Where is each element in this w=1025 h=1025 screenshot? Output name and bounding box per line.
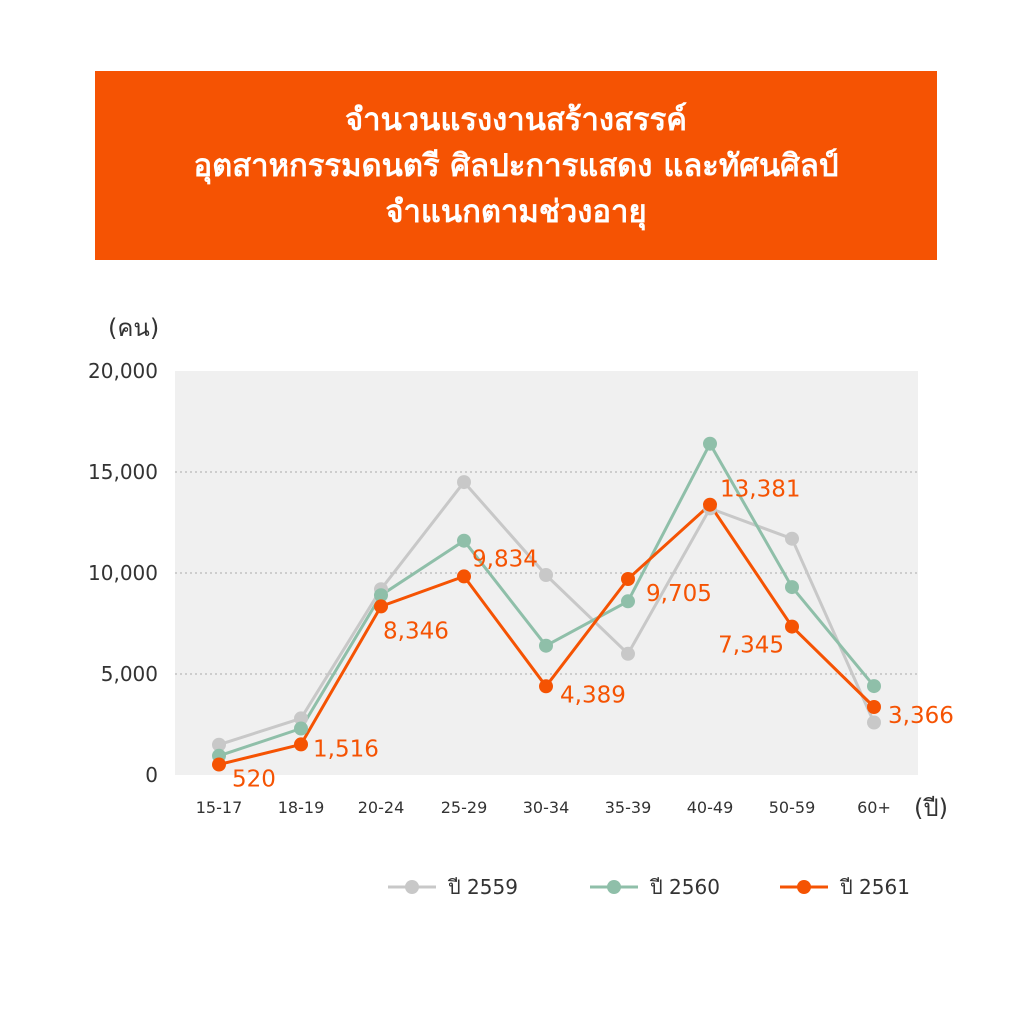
series-2560-point <box>703 436 717 451</box>
data-label: 7,345 <box>718 633 784 659</box>
series-2561-point <box>703 497 717 512</box>
legend-marker-2559 <box>388 880 436 894</box>
y-tick-label: 20,000 <box>88 359 158 383</box>
series-2561-point <box>867 700 881 714</box>
series-2560-point <box>785 580 799 595</box>
data-label: 520 <box>232 766 276 792</box>
series-2561-point <box>374 599 388 614</box>
chart-title-line-1: จำนวนแรงงานสร้างสรรค์ <box>345 101 687 138</box>
data-label: 4,389 <box>560 682 626 708</box>
data-label: 13,381 <box>720 477 800 503</box>
series-2559-point <box>785 531 799 546</box>
legend-marker-2560 <box>590 880 638 894</box>
chart-title-line-3: จำแนกตามช่วงอายุ <box>385 193 647 230</box>
x-tick-label: 60+ <box>857 798 891 817</box>
x-tick-label: 35-39 <box>605 798 652 817</box>
series-2560-point <box>621 594 635 609</box>
series-2559-point <box>867 715 881 730</box>
series-2559-point <box>457 475 471 490</box>
legend-marker-2561 <box>780 880 828 894</box>
x-tick-label: 30-34 <box>523 798 570 817</box>
series-2561-point <box>212 757 226 772</box>
series-2559-point <box>294 711 308 726</box>
series-2559-point <box>621 646 635 661</box>
y-axis-unit-label: (คน) <box>108 314 160 342</box>
series-2560-point <box>374 588 388 603</box>
y-tick-label: 5,000 <box>101 662 158 686</box>
chart-title-line-2: อุตสาหกรรมดนตรี ศิลปะการแสดง และทัศนศิลป… <box>193 147 839 184</box>
data-label: 3,366 <box>888 703 954 729</box>
series-2561-point <box>785 619 799 634</box>
data-label: 9,834 <box>472 546 538 572</box>
x-tick-label: 40-49 <box>687 798 734 817</box>
y-tick-label: 15,000 <box>88 460 158 484</box>
series-2561-point <box>294 737 308 752</box>
x-tick-label: 50-59 <box>769 798 816 817</box>
chart-title-banner: จำนวนแรงงานสร้างสรรค์ อุตสาหกรรมดนตรี ศิ… <box>95 71 937 260</box>
legend-label-2561: ปี 2561 <box>840 875 910 899</box>
legend-item-2560: ปี 2560 <box>590 872 720 902</box>
series-2561-point <box>621 572 635 586</box>
x-tick-label: 20-24 <box>358 798 405 817</box>
series-2561-point <box>539 679 553 694</box>
legend-item-2559: ปี 2559 <box>388 872 518 902</box>
y-tick-label: 0 <box>145 763 158 787</box>
legend-label-2559: ปี 2559 <box>448 875 518 899</box>
x-tick-label: 25-29 <box>441 798 488 817</box>
series-2559-point <box>539 568 553 582</box>
x-tick-label: 18-19 <box>278 798 325 817</box>
series-2560-point <box>867 679 881 694</box>
series-2560-point <box>539 638 553 653</box>
legend-item-2561: ปี 2561 <box>780 872 910 902</box>
legend: ปี 2559 ปี 2560 ปี 2561 <box>0 872 1025 902</box>
legend-label-2560: ปี 2560 <box>650 875 720 899</box>
data-label: 9,705 <box>646 581 712 607</box>
x-axis-unit-label: (ปี) <box>914 794 948 822</box>
y-tick-label: 10,000 <box>88 561 158 585</box>
series-2559-point <box>212 737 226 752</box>
series-2561-point <box>457 569 471 584</box>
x-tick-label: 15-17 <box>196 798 243 817</box>
data-label: 8,346 <box>383 618 449 644</box>
series-2560-point <box>457 533 471 548</box>
data-label: 1,516 <box>313 736 379 762</box>
series-2560-point <box>294 721 308 736</box>
